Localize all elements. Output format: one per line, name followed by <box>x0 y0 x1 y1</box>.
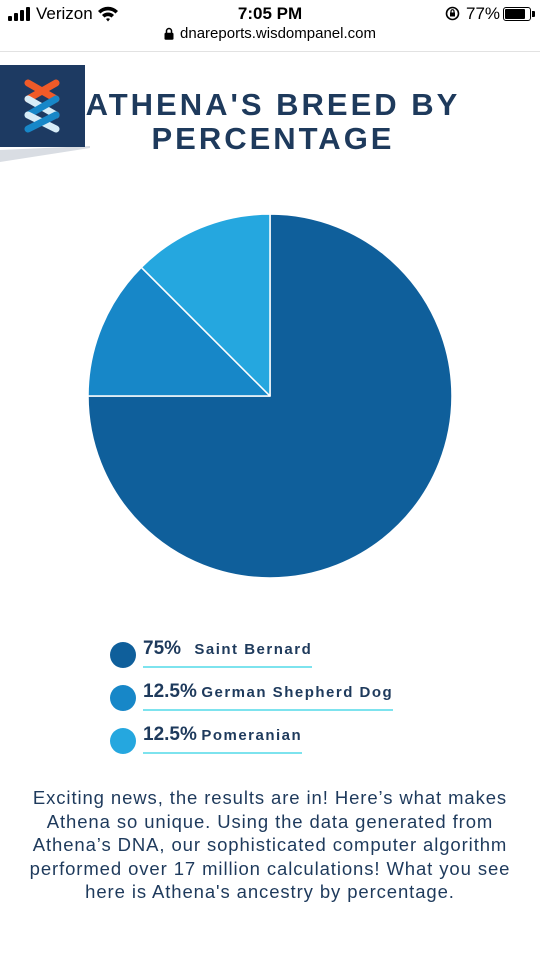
cellular-signal-icon <box>8 7 32 21</box>
wisdom-panel-logo[interactable] <box>0 65 85 147</box>
status-bar: Verizon 7:05 PM 77% <box>0 0 540 28</box>
legend-percent: 12.5% <box>143 681 197 702</box>
legend-item-pomeranian: 12.5% Pomeranian <box>110 724 470 767</box>
address-bar[interactable]: dnareports.wisdompanel.com <box>0 25 540 49</box>
pie-slice-saint-bernard <box>87 213 453 579</box>
legend-label: 12.5% Pomeranian <box>143 724 303 754</box>
url-divider <box>0 51 540 52</box>
wifi-icon <box>98 6 118 22</box>
carrier-name: Verizon <box>36 4 93 23</box>
page-title: ATHENA'S BREED BY PERCENTAGE <box>85 87 461 156</box>
chart-legend: 75% Saint Bernard 12.5% German Shepherd … <box>110 638 470 767</box>
legend-swatch <box>110 685 136 711</box>
results-description: Exciting news, the results are in! Here’… <box>29 787 511 902</box>
legend-swatch <box>110 728 136 754</box>
legend-swatch <box>110 642 136 668</box>
status-time: 7:05 PM <box>237 4 303 23</box>
battery-percent: 77% <box>466 4 501 23</box>
legend-label: 75% Saint Bernard <box>143 638 313 668</box>
legend-breed-name: Pomeranian <box>201 727 303 744</box>
dna-logo-icon <box>24 79 60 133</box>
legend-breed-name: German Shepherd Dog <box>201 684 394 701</box>
header-swoosh <box>0 146 90 162</box>
breed-pie-chart <box>87 213 453 579</box>
legend-label: 12.5% German Shepherd Dog <box>143 681 394 711</box>
legend-item-saint-bernard: 75% Saint Bernard <box>110 638 470 681</box>
pie-slice-german-shepherd-dog <box>87 266 271 397</box>
lock-icon <box>164 27 174 40</box>
legend-percent: 75% <box>143 638 182 659</box>
legend-percent: 12.5% <box>143 724 197 745</box>
pie-slice-pomeranian <box>140 213 271 397</box>
legend-item-german-shepherd-dog: 12.5% German Shepherd Dog <box>110 681 470 724</box>
legend-breed-name: Saint Bernard <box>194 641 313 658</box>
rotation-lock-icon <box>445 6 460 21</box>
battery-icon <box>503 7 535 21</box>
url-text: dnareports.wisdompanel.com <box>180 25 376 42</box>
